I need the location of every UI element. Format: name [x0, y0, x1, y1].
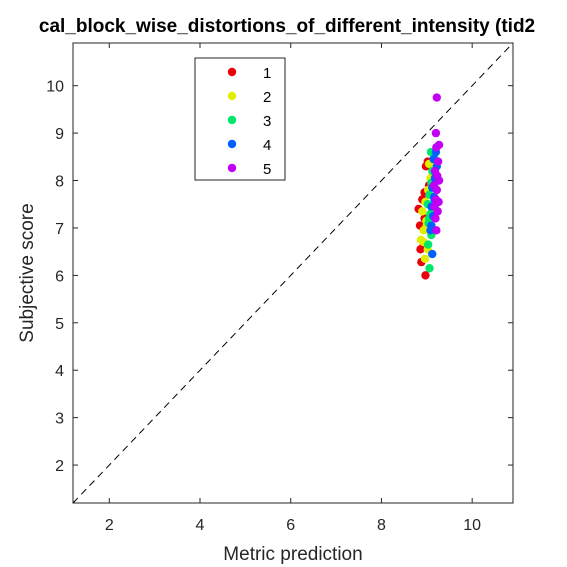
y-tick-label: 5 — [55, 316, 64, 333]
data-point — [431, 214, 440, 223]
data-point — [425, 264, 434, 273]
legend-marker — [227, 163, 237, 173]
data-point — [432, 226, 441, 235]
legend-label: 5 — [263, 161, 271, 178]
y-tick-label: 4 — [55, 363, 64, 380]
x-tick-label: 4 — [196, 517, 205, 534]
x-tick-label: 6 — [286, 517, 295, 534]
legend-label: 3 — [263, 113, 271, 130]
y-tick-label: 8 — [55, 174, 64, 191]
series-5 — [429, 93, 444, 235]
legend-label: 2 — [263, 89, 271, 106]
legend-box — [194, 57, 286, 181]
data-point — [429, 181, 439, 190]
legend-item: 4 — [227, 137, 271, 154]
y-tick-label: 9 — [55, 126, 64, 143]
legend: 1 2 3 4 5 — [194, 57, 286, 181]
legend-label: 4 — [263, 137, 271, 154]
legend-marker — [227, 139, 237, 149]
legend-marker — [227, 91, 237, 101]
data-point — [432, 93, 441, 102]
data-point — [431, 128, 441, 138]
chart-title: cal_block_wise_distortions_of_different_… — [39, 16, 535, 37]
legend-item: 1 — [227, 65, 271, 82]
x-axis-label: Metric prediction — [223, 544, 362, 565]
y-axis-label: Subjective score — [17, 203, 38, 342]
data-point — [433, 157, 443, 166]
y-tick-label: 6 — [55, 268, 64, 285]
data-points — [414, 93, 444, 280]
y-tick-label: 10 — [46, 79, 64, 96]
x-axis-ticks: 2 4 6 8 10 — [105, 43, 481, 534]
legend-marker — [227, 115, 237, 125]
identity-reference-line — [72, 42, 514, 504]
data-point — [432, 143, 441, 152]
data-point — [416, 245, 425, 254]
legend-item: 5 — [227, 161, 271, 178]
x-tick-label: 10 — [463, 517, 481, 534]
data-point — [420, 254, 430, 263]
data-point — [430, 202, 439, 211]
legend-item: 2 — [227, 89, 271, 106]
y-tick-label: 2 — [55, 458, 64, 475]
data-point — [421, 271, 430, 280]
plot-area — [72, 42, 514, 504]
y-tick-label: 3 — [55, 411, 64, 428]
data-point — [433, 171, 442, 180]
legend-marker — [227, 67, 237, 77]
x-tick-label: 8 — [377, 517, 386, 534]
legend-item: 3 — [227, 113, 271, 130]
y-tick-label: 7 — [55, 221, 64, 238]
y-axis-ticks: 2 3 4 5 6 7 8 9 10 — [46, 79, 513, 475]
legend-items: 1 2 3 4 5 — [227, 65, 271, 178]
legend-label: 1 — [263, 65, 271, 82]
x-tick-label: 2 — [105, 517, 114, 534]
data-point — [418, 207, 427, 216]
data-point — [423, 240, 433, 249]
data-point — [428, 249, 437, 259]
